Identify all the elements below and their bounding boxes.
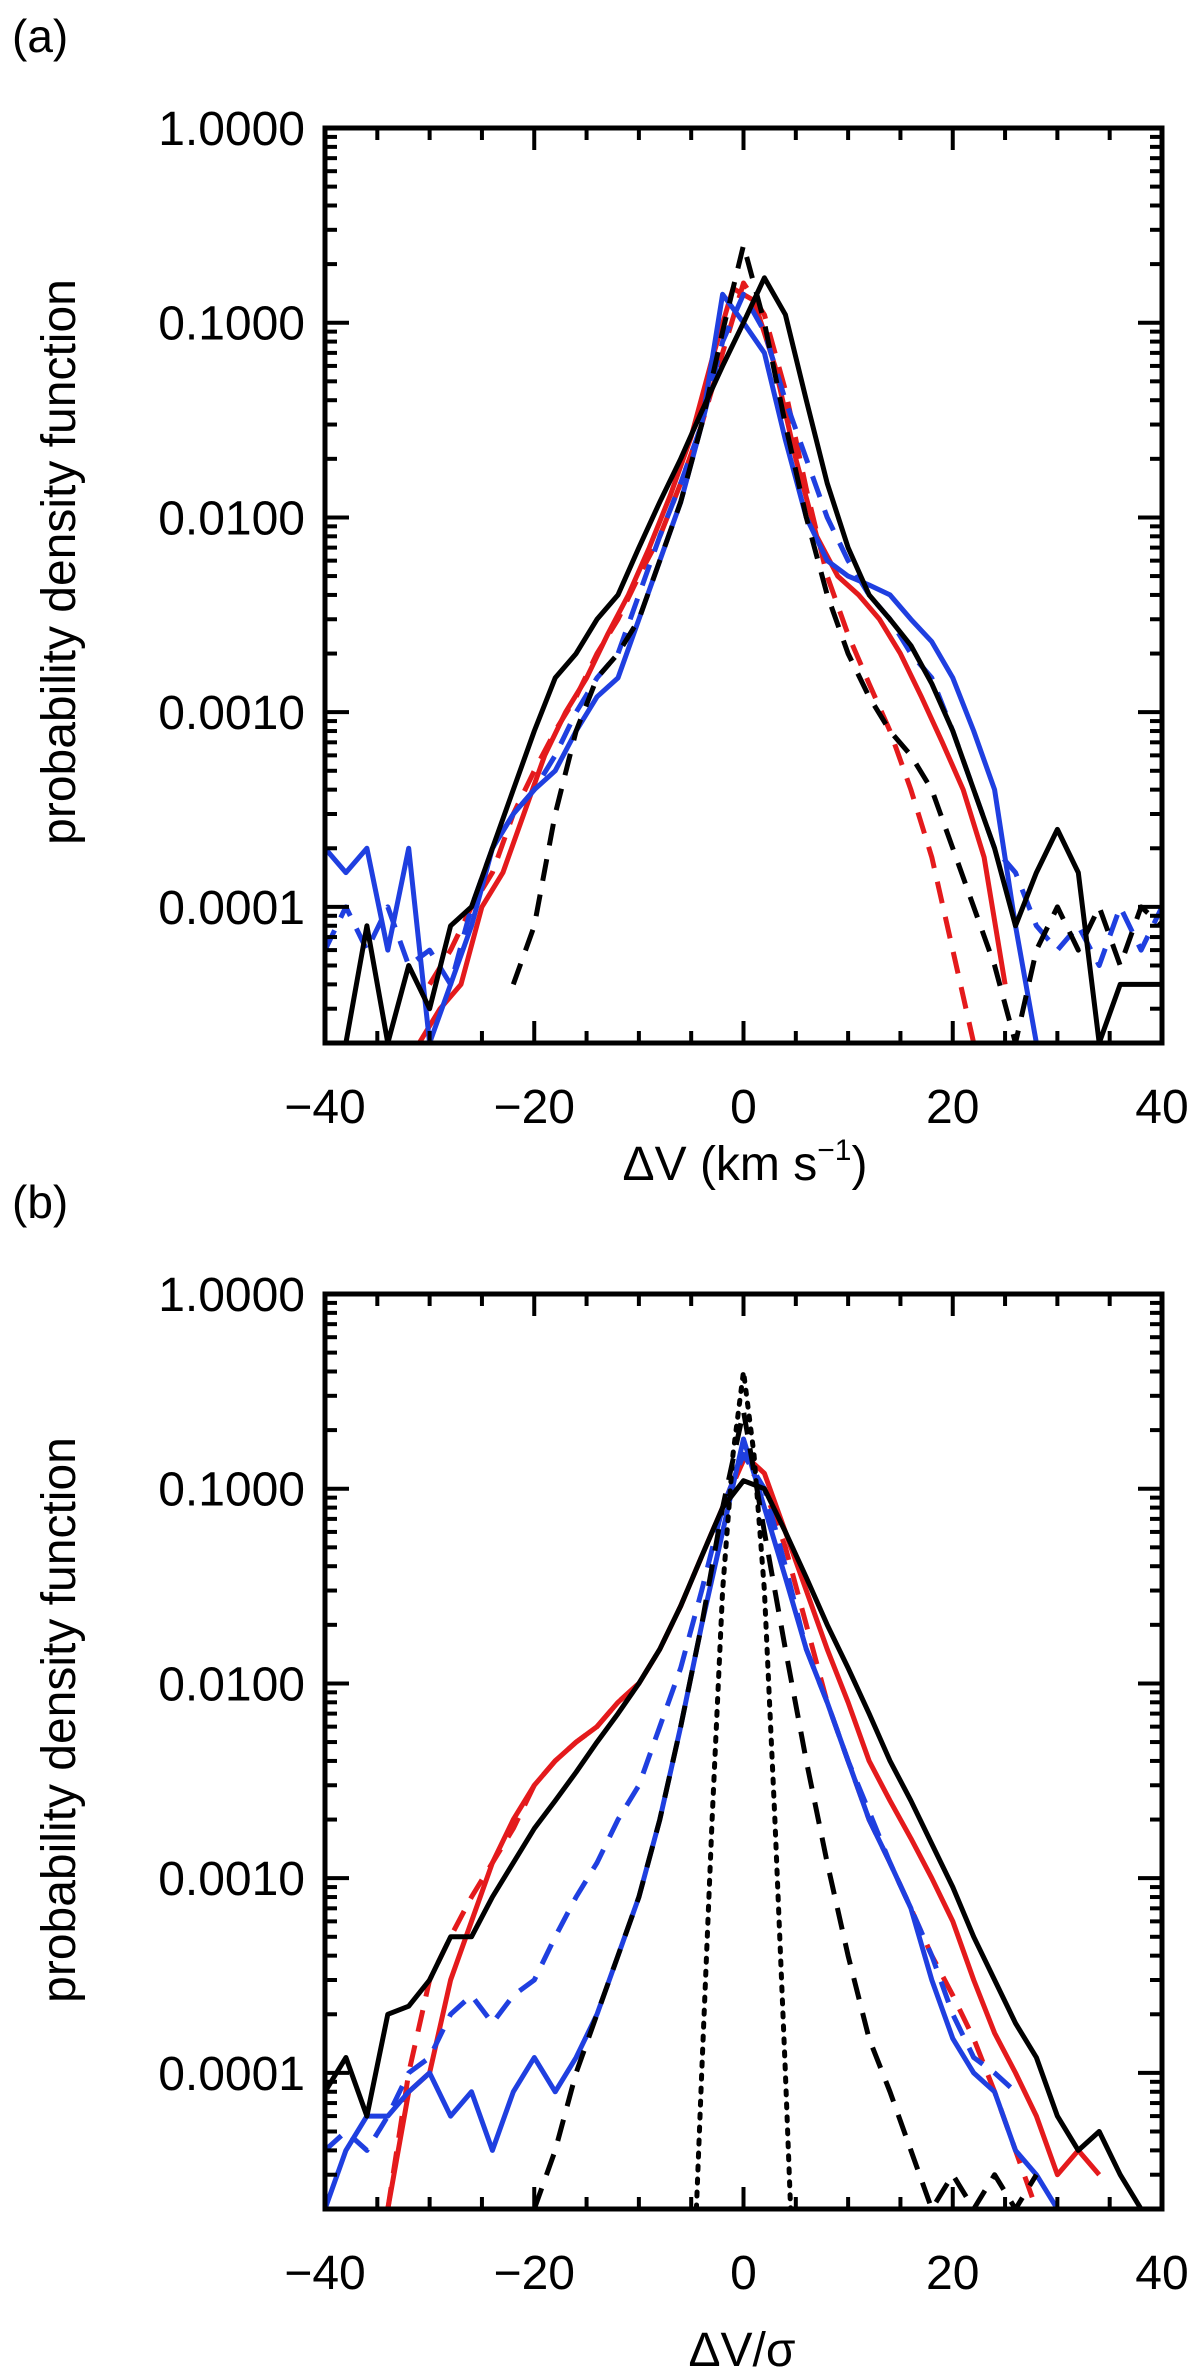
panel-b-y-tick-label: 0.0001 [158,2048,305,2101]
panel-b-series-0-solid-line [385,1451,1102,2209]
panel-b-label: (b) [12,1176,68,1228]
panel-a-series-4-solid-line [343,275,1162,1043]
panel-a-x-tick-label: 0 [730,1081,757,1134]
panel-b-series-4-solid-line [325,1478,1144,2209]
panel-a-y-axis-title: probability density function [33,279,86,845]
panel-b-x-tick-label: 20 [926,2247,979,2300]
panel-a-x-tick-label: −40 [284,1081,365,1134]
panel-a-label: (a) [12,10,68,62]
panel-a: (a) probability density function −40 −20 0… [12,10,1189,1191]
panel-a-series-3-dashed-line [325,291,1162,987]
panel-b-x-tick-label: 40 [1135,2247,1188,2300]
panel-a-series-2-solid-line [325,291,1039,1043]
panel-a-y-tick-label: 0.0010 [158,687,305,740]
panel-b: (b) probability density function −40 −20 0… [12,1176,1189,2376]
panel-a-plot-area [322,125,1165,1046]
panel-a-x-tick-label: −20 [494,1081,575,1134]
panel-b-x-tick-label: −40 [284,2247,365,2300]
panel-a-x-axis-title: ΔV (km s−1) [623,1134,868,1191]
panel-b-tick-labels: −40 −20 0 20 40 1.0000 0.1000 0.0100 0.0010 0.000… [158,1269,1189,2300]
panel-b-y-tick-label: 1.0000 [158,1269,305,1322]
panel-a-y-tick-label: 0.1000 [158,298,305,351]
panel-b-x-tick-label: 0 [730,2247,757,2300]
panel-b-series-3-dashed-line [325,1451,1018,2153]
panel-a-x-axis-title-close: ) [851,1138,867,1191]
panel-b-y-tick-label: 0.0100 [158,1658,305,1711]
panel-b-plot-area [322,1291,1165,2212]
panel-b-series-5-dashed-line [531,1408,1039,2209]
panel-b-x-tick-label: −20 [494,2247,575,2300]
panel-a-y-tick-label: 0.0001 [158,882,305,935]
panel-b-y-tick-label: 0.1000 [158,1464,305,1517]
panel-a-x-axis-title-sup: −1 [817,1134,851,1167]
panel-b-x-axis-title: ΔV/σ [688,2324,795,2376]
panel-a-y-tick-label: 0.0100 [158,492,305,545]
panel-a-y-tick-label: 1.0000 [158,103,305,156]
panel-a-plot-frame [322,125,1165,1046]
panel-b-series-6-dotted-line [693,1369,794,2209]
panel-b-y-axis-title: probability density function [33,1437,86,2003]
panel-a-series-5-dashed-line [510,242,1162,1043]
panel-a-x-tick-label: 20 [926,1081,979,1134]
panel-b-plot-frame [322,1291,1165,2212]
panel-a-x-axis-title-main: ΔV (km s [623,1138,818,1191]
panel-b-y-tick-label: 0.0010 [158,1853,305,1906]
panel-a-series-0-solid-line [417,285,1008,1043]
panel-a-x-tick-label: 40 [1135,1081,1188,1134]
panel-b-series-2-solid-line [325,1436,1060,2209]
panel-a-tick-labels: −40 −20 0 20 40 1.0000 0.1000 0.0100 0.0010 0.000… [158,103,1189,1134]
